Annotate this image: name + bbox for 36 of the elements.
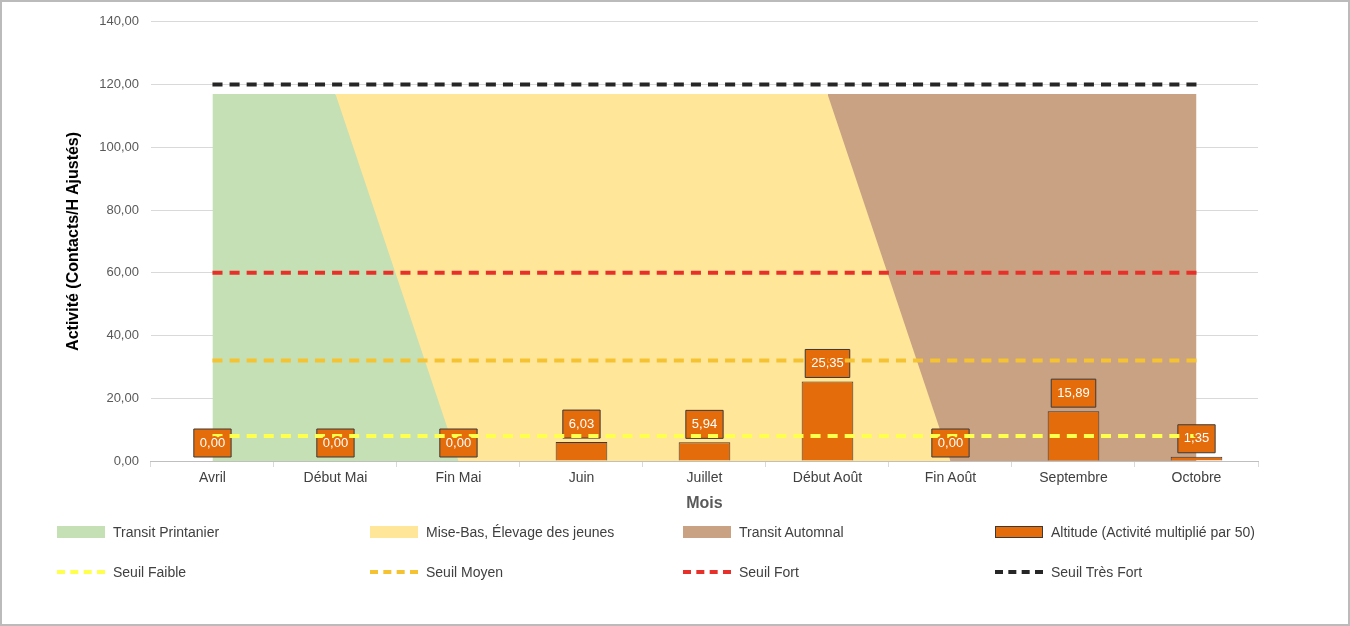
data-label: 0,00: [445, 434, 472, 450]
x-tick-label: Septembre: [1039, 469, 1108, 486]
y-tick-label: 80,00: [106, 201, 139, 217]
y-axis-title: Activité (Contacts/H Ajustés): [64, 131, 82, 351]
y-tick-label: 0,00: [113, 452, 139, 468]
data-label: 0,00: [199, 434, 226, 450]
x-tick-label: Octobre: [1171, 469, 1222, 486]
legend-label: Transit Automnal: [739, 524, 844, 540]
data-label: 15,89: [1057, 384, 1090, 400]
data-label: 0,00: [937, 434, 964, 450]
x-tick-label: Juin: [568, 469, 595, 486]
x-tick-label: Avril: [198, 469, 226, 486]
data-label: 5,94: [691, 415, 718, 431]
y-tick-label: 40,00: [106, 327, 139, 343]
y-tick-label: 140,00: [99, 13, 139, 29]
legend-label: Mise-Bas, Élevage des jeunes: [426, 524, 615, 540]
x-tick-label: Juillet: [686, 469, 723, 486]
y-tick-label: 120,00: [99, 76, 139, 92]
legend-label: Seuil Moyen: [426, 564, 504, 580]
y-tick-label: 100,00: [99, 138, 139, 154]
legend-label: Seuil Très Fort: [1051, 564, 1143, 580]
data-label: 6,03: [568, 415, 595, 431]
x-axis-title: Mois: [686, 493, 723, 511]
y-tick-label: 20,00: [106, 389, 139, 405]
data-label: 1,35: [1183, 430, 1210, 446]
x-tick-label: Fin Mai: [435, 469, 482, 486]
legend-label: Transit Printanier: [113, 524, 220, 540]
data-label: 25,35: [811, 355, 844, 371]
y-tick-label: 60,00: [106, 264, 139, 280]
x-tick-label: Fin Août: [924, 469, 977, 486]
x-tick-label: Début Août: [792, 469, 863, 486]
legend-label: Seuil Fort: [739, 564, 799, 580]
data-label: 0,00: [322, 434, 349, 450]
x-tick-label: Début Mai: [303, 469, 368, 486]
legend-label: Altitude (Activité multiplié par 50): [1051, 524, 1255, 540]
legend-label: Seuil Faible: [113, 564, 187, 580]
